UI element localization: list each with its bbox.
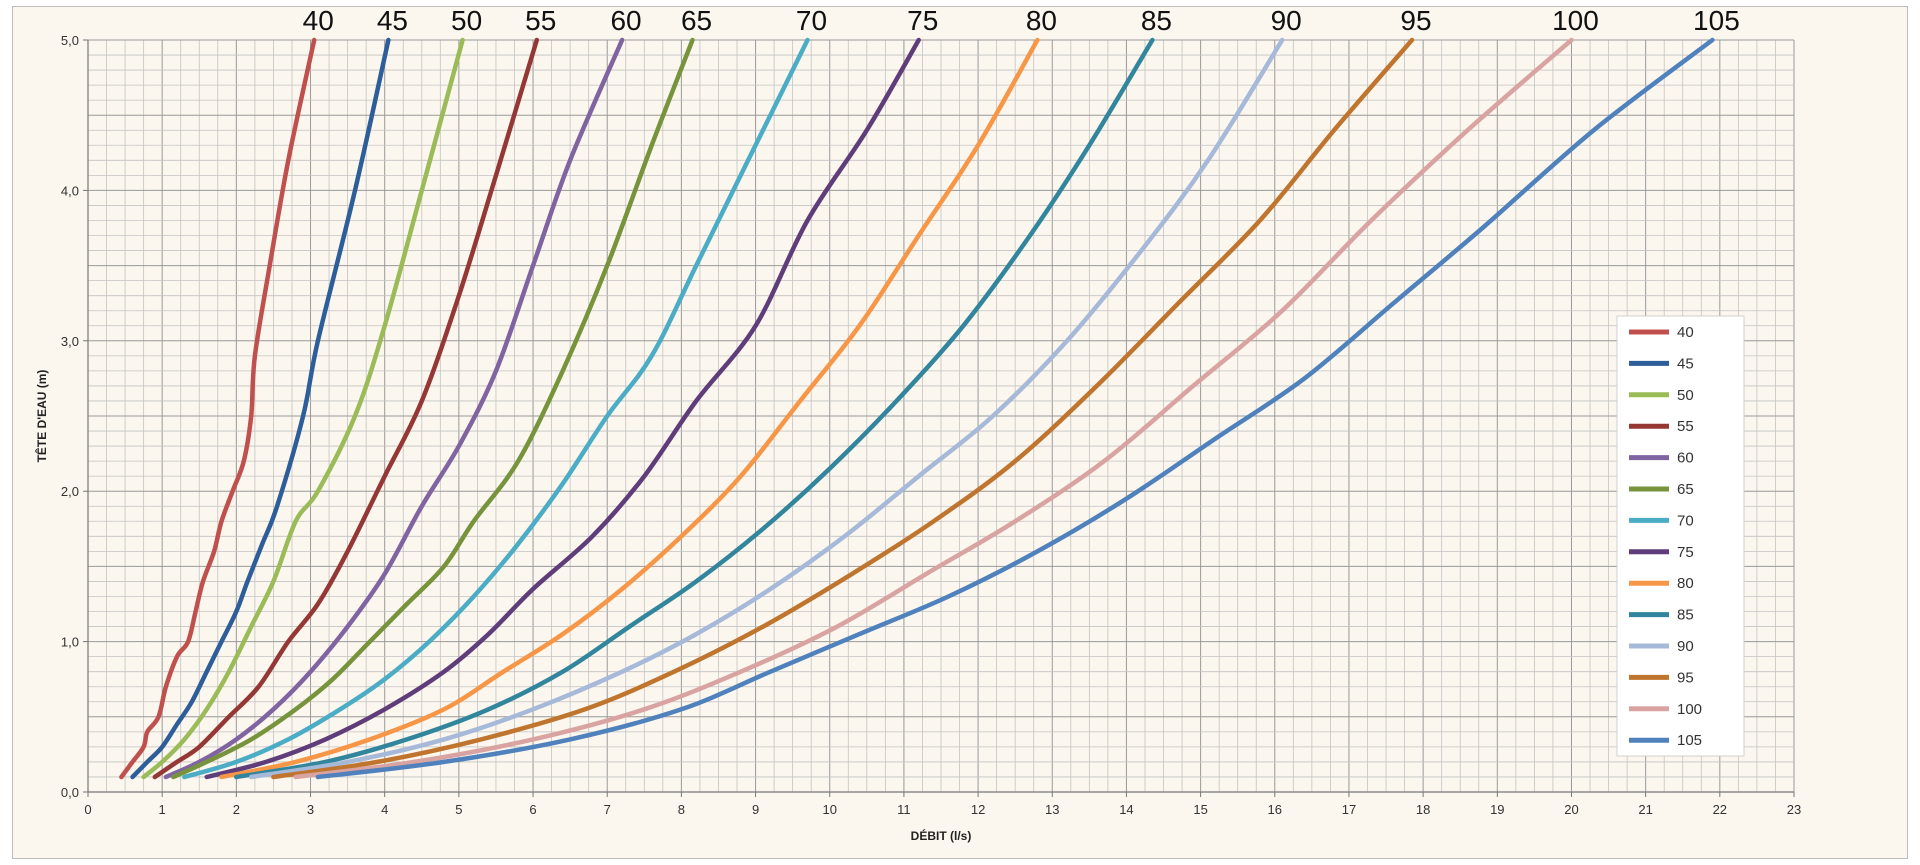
y-tick-label: 0,0 [61, 785, 79, 800]
legend-label-75: 75 [1677, 544, 1694, 561]
x-tick-label: 9 [752, 802, 759, 817]
x-tick-label: 16 [1268, 802, 1282, 817]
legend-label-65: 65 [1677, 481, 1694, 498]
curve-label-105: 105 [1693, 5, 1740, 36]
curve-label-60: 60 [610, 5, 641, 36]
x-tick-label: 2 [233, 802, 240, 817]
legend-label-70: 70 [1677, 512, 1694, 529]
x-tick-label: 15 [1193, 802, 1207, 817]
x-tick-label: 13 [1045, 802, 1059, 817]
curve-label-50: 50 [451, 5, 482, 36]
x-axis-title: DÉBIT (l/s) [911, 828, 972, 843]
curve-label-75: 75 [907, 5, 938, 36]
x-tick-label: 3 [307, 802, 314, 817]
x-tick-label: 11 [897, 802, 911, 817]
curve-label-80: 80 [1026, 5, 1057, 36]
x-tick-label: 14 [1119, 802, 1133, 817]
x-tick-label: 19 [1490, 802, 1504, 817]
legend-label-60: 60 [1677, 450, 1694, 467]
legend-label-90: 90 [1677, 638, 1694, 655]
x-tick-label: 1 [159, 802, 166, 817]
x-tick-label: 10 [823, 802, 837, 817]
x-tick-label: 5 [455, 802, 462, 817]
legend-label-85: 85 [1677, 607, 1694, 624]
legend-label-95: 95 [1677, 669, 1694, 686]
x-tick-label: 23 [1787, 802, 1801, 817]
x-tick-label: 17 [1342, 802, 1356, 817]
legend-label-105: 105 [1677, 732, 1702, 749]
x-tick-label: 4 [381, 802, 388, 817]
x-tick-label: 6 [529, 802, 536, 817]
x-tick-label: 0 [84, 802, 91, 817]
y-tick-label: 4,0 [61, 183, 79, 198]
legend-label-45: 45 [1677, 355, 1694, 372]
x-tick-label: 7 [604, 802, 611, 817]
x-tick-label: 18 [1416, 802, 1430, 817]
legend-label-100: 100 [1677, 701, 1702, 718]
legend-box [1617, 316, 1744, 756]
curve-label-65: 65 [681, 5, 712, 36]
curve-label-85: 85 [1141, 5, 1172, 36]
legend-label-55: 55 [1677, 418, 1694, 435]
y-tick-label: 2,0 [61, 484, 79, 499]
curve-label-55: 55 [525, 5, 556, 36]
y-tick-label: 1,0 [61, 635, 79, 650]
curve-end-labels: 40 45 50 55 60 65 70 75 80 85 90 95 100 105 [303, 5, 1740, 36]
y-tick-label: 3,0 [61, 334, 79, 349]
curve-label-70: 70 [796, 5, 827, 36]
x-tick-label: 8 [678, 802, 685, 817]
legend-label-80: 80 [1677, 575, 1694, 592]
curve-label-40: 40 [303, 5, 334, 36]
y-tick-label: 5,0 [61, 33, 79, 48]
legend: 40 45 50 55 60 65 70 75 80 85 90 95 100 105 [1617, 316, 1744, 756]
curve-label-100: 100 [1552, 5, 1599, 36]
curve-label-45: 45 [377, 5, 408, 36]
curve-label-95: 95 [1400, 5, 1431, 36]
x-tick-label: 12 [971, 802, 985, 817]
x-tick-label: 20 [1564, 802, 1578, 817]
legend-label-50: 50 [1677, 387, 1694, 404]
y-axis-title: TÊTE D'EAU (m) [34, 370, 49, 463]
legend-label-40: 40 [1677, 324, 1694, 341]
x-tick-label: 21 [1638, 802, 1652, 817]
curve-label-90: 90 [1271, 5, 1302, 36]
x-tick-label: 22 [1713, 802, 1727, 817]
